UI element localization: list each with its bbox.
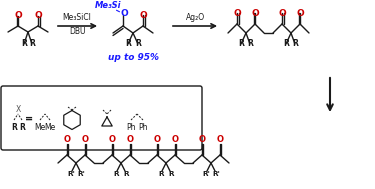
Text: R': R' bbox=[77, 171, 85, 177]
Text: O: O bbox=[171, 136, 178, 145]
Text: O: O bbox=[153, 136, 160, 145]
Text: R': R' bbox=[212, 171, 220, 177]
Text: R: R bbox=[283, 40, 289, 49]
Text: Me: Me bbox=[44, 123, 56, 132]
Text: O: O bbox=[34, 12, 42, 20]
Text: O: O bbox=[216, 136, 223, 145]
Text: R: R bbox=[21, 40, 27, 49]
Text: O: O bbox=[198, 136, 206, 145]
Text: O: O bbox=[120, 9, 128, 18]
Text: R: R bbox=[29, 40, 35, 49]
Text: O: O bbox=[14, 12, 22, 20]
Text: O: O bbox=[81, 136, 88, 145]
Text: R: R bbox=[247, 40, 253, 49]
Text: R: R bbox=[158, 171, 164, 177]
Text: R: R bbox=[238, 40, 244, 49]
Text: DBU: DBU bbox=[69, 26, 85, 36]
Text: X: X bbox=[15, 105, 21, 114]
Text: Ag₂O: Ag₂O bbox=[185, 13, 205, 22]
Text: R: R bbox=[135, 40, 141, 49]
Text: O: O bbox=[233, 9, 241, 18]
Text: O: O bbox=[139, 11, 147, 19]
Text: Ph: Ph bbox=[138, 123, 148, 132]
Text: R: R bbox=[123, 171, 129, 177]
Text: Me: Me bbox=[34, 123, 46, 132]
Text: O: O bbox=[251, 9, 259, 18]
Text: O: O bbox=[126, 136, 134, 145]
Text: O: O bbox=[108, 136, 115, 145]
Text: Ph: Ph bbox=[126, 123, 136, 132]
Text: O: O bbox=[278, 9, 286, 18]
Text: Me₃SiCl: Me₃SiCl bbox=[63, 13, 92, 22]
Text: R': R' bbox=[202, 171, 210, 177]
FancyBboxPatch shape bbox=[1, 86, 202, 150]
Text: =: = bbox=[25, 114, 33, 124]
Text: R: R bbox=[125, 40, 131, 49]
Text: R: R bbox=[113, 171, 119, 177]
Text: R: R bbox=[11, 123, 17, 132]
Text: O: O bbox=[63, 136, 70, 145]
Text: R': R' bbox=[67, 171, 75, 177]
Text: R: R bbox=[19, 123, 25, 132]
Text: R: R bbox=[168, 171, 174, 177]
Text: up to 95%: up to 95% bbox=[108, 53, 159, 61]
Text: R: R bbox=[292, 40, 298, 49]
Text: O: O bbox=[296, 9, 304, 18]
Text: Me₃Si: Me₃Si bbox=[94, 2, 121, 11]
